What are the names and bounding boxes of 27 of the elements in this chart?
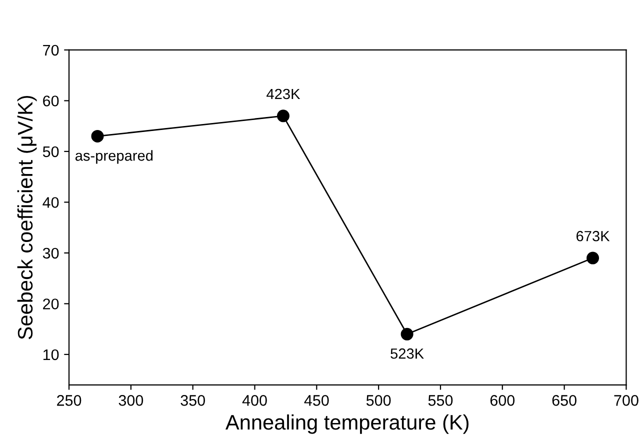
annotation: 423K [266,88,300,100]
point [400,328,414,340]
y-tick-label: 10 [43,349,59,360]
y-axis-title: Seebeck coefficient (μV/K) [17,96,37,340]
x-tick-label: 550 [428,395,453,406]
x-tick-label: 350 [180,395,205,406]
x-axis-title: Annealing temperature (K) [225,414,469,434]
y-tick-label: 20 [43,298,59,310]
annotation: 523K [390,348,424,359]
y-tick-label: 40 [42,197,59,208]
point [586,252,600,264]
x-tick-label: 500 [366,395,391,406]
x-tick-label: 450 [304,395,329,406]
x-tick-label: 700 [614,395,638,406]
point [91,130,104,142]
y-tick-label: 70 [43,44,59,56]
point [276,110,290,122]
y-tick-label: 60 [43,96,59,106]
annotation: 673K [576,230,610,242]
x-tick-label: 600 [490,395,515,406]
x-tick-label: 650 [552,395,576,406]
annotation: as-prepared [75,150,153,164]
y-tick-label: 50 [42,146,59,158]
y-tick-label: 30 [42,248,59,259]
x-tick-label: 300 [118,395,144,406]
x-tick-label: 400 [242,395,267,406]
x-tick-label: 250 [57,395,82,406]
